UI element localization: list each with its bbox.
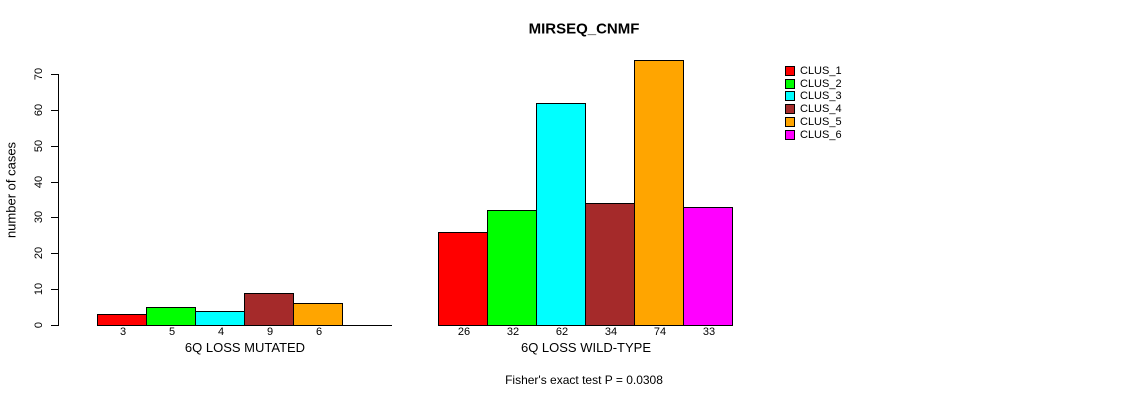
legend-label-clus_6: CLUS_6 <box>800 129 842 141</box>
y-tick-mark <box>51 74 58 75</box>
y-tick-label: 50 <box>33 139 45 153</box>
legend-label-clus_3: CLUS_3 <box>800 90 842 102</box>
legend-swatch-clus_3 <box>785 91 795 101</box>
bar-value-label: 32 <box>506 326 520 338</box>
bar-value-label: 74 <box>653 326 667 338</box>
y-axis-line <box>58 74 59 326</box>
y-tick-label: 70 <box>33 67 45 81</box>
group-axis-label: 6Q LOSS MUTATED <box>184 340 306 355</box>
chart-title: MIRSEQ_CNMF <box>528 20 640 38</box>
y-tick-mark <box>51 253 58 254</box>
bar-value-label: 34 <box>604 326 618 338</box>
y-tick-label: 0 <box>33 321 45 329</box>
bar-value-label: 26 <box>457 326 471 338</box>
bar-clus_1 <box>438 232 488 326</box>
bar-clus_1 <box>97 314 147 326</box>
legend-label-clus_5: CLUS_5 <box>800 116 842 128</box>
legend-swatch-clus_6 <box>785 130 795 140</box>
footnote-text: Fisher's exact test P = 0.0308 <box>505 373 663 387</box>
legend-label-clus_1: CLUS_1 <box>800 65 842 77</box>
y-tick-mark <box>51 289 58 290</box>
y-tick-label: 60 <box>33 103 45 117</box>
legend-swatch-clus_5 <box>785 117 795 127</box>
bar-clus_2 <box>487 210 537 326</box>
bar-value-label: 4 <box>217 326 225 338</box>
bar-clus_5 <box>293 303 343 326</box>
bar-clus_6 <box>683 207 733 326</box>
y-tick-mark <box>51 182 58 183</box>
bar-clus_4 <box>585 203 635 326</box>
y-tick-label: 20 <box>33 246 45 260</box>
bar-value-label: 3 <box>119 326 127 338</box>
bar-value-label: 62 <box>555 326 569 338</box>
y-tick-label: 30 <box>33 210 45 224</box>
y-axis-title: number of cases <box>3 141 19 239</box>
legend-swatch-clus_4 <box>785 104 795 114</box>
y-tick-mark <box>51 325 58 326</box>
legend-label-clus_4: CLUS_4 <box>800 103 842 115</box>
y-tick-label: 10 <box>33 282 45 296</box>
bar-clus_3 <box>536 103 586 326</box>
y-tick-mark <box>51 217 58 218</box>
y-tick-label: 40 <box>33 175 45 189</box>
bar-clus_4 <box>244 293 294 326</box>
y-tick-mark <box>51 146 58 147</box>
legend-swatch-clus_1 <box>785 66 795 76</box>
bar-value-label: 6 <box>315 326 323 338</box>
bar-clus_2 <box>146 307 196 326</box>
bar-clus_3 <box>195 311 245 326</box>
group-axis-label: 6Q LOSS WILD-TYPE <box>520 340 652 355</box>
bar-value-label: 5 <box>168 326 176 338</box>
legend-label-clus_2: CLUS_2 <box>800 78 842 90</box>
bar-clus_5 <box>634 60 684 326</box>
bar-value-label: 9 <box>266 326 274 338</box>
y-tick-mark <box>51 110 58 111</box>
legend-swatch-clus_2 <box>785 79 795 89</box>
bar-value-label: 33 <box>702 326 716 338</box>
